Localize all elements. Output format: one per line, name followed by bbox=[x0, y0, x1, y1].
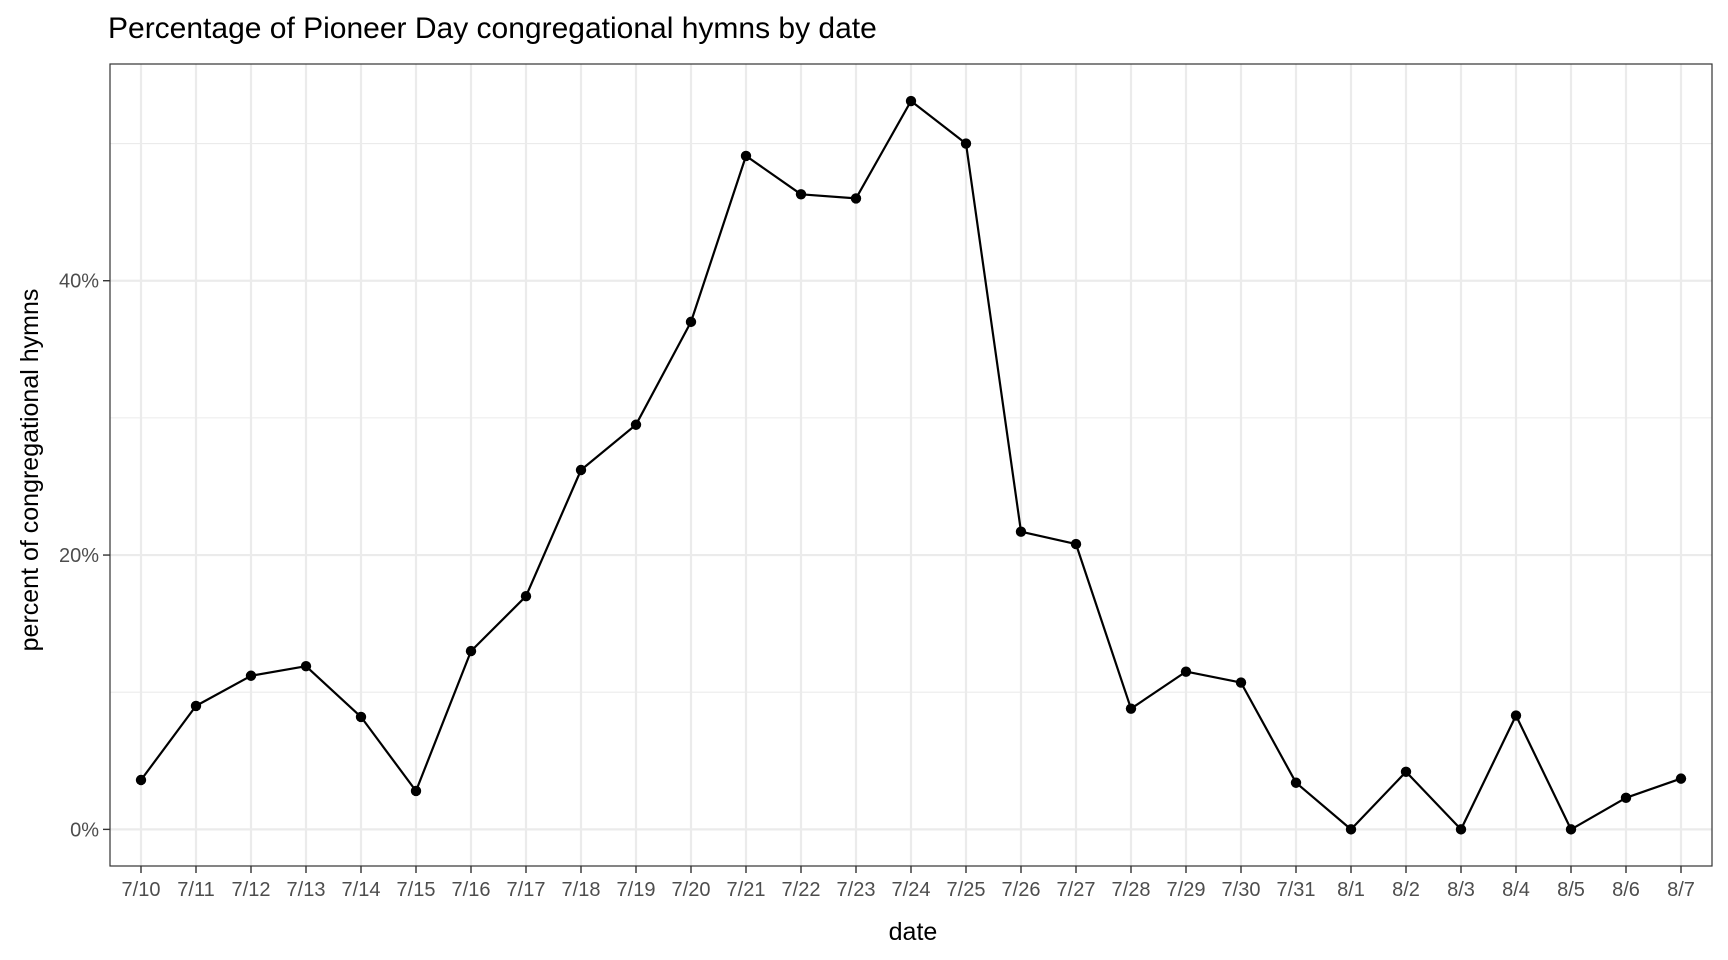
x-tick-label: 7/28 bbox=[1112, 879, 1151, 901]
x-tick-label: 7/19 bbox=[617, 879, 656, 901]
data-point bbox=[190, 700, 202, 712]
data-point bbox=[355, 711, 367, 723]
grid-lines bbox=[110, 64, 1712, 866]
data-point bbox=[1620, 792, 1632, 804]
x-tick-label: 7/30 bbox=[1222, 879, 1261, 901]
data-point bbox=[410, 785, 422, 797]
y-tick-label: 20% bbox=[59, 545, 99, 567]
data-point bbox=[1125, 703, 1137, 714]
data-point bbox=[740, 150, 752, 162]
x-tick-label: 8/4 bbox=[1502, 879, 1530, 901]
data-point bbox=[520, 590, 532, 602]
x-tick-label: 7/22 bbox=[782, 879, 821, 901]
x-tick-label: 7/29 bbox=[1167, 879, 1206, 901]
data-point bbox=[1015, 526, 1027, 537]
x-tick-label: 8/7 bbox=[1667, 879, 1695, 901]
data-point bbox=[575, 464, 587, 476]
chart-title: Percentage of Pioneer Day congregational… bbox=[108, 12, 877, 45]
data-point bbox=[1400, 766, 1412, 777]
x-tick-label: 7/17 bbox=[507, 879, 546, 901]
data-point bbox=[630, 419, 642, 430]
x-tick-label: 8/6 bbox=[1612, 879, 1640, 901]
x-tick-label: 7/13 bbox=[287, 879, 326, 901]
x-tick-label: 7/16 bbox=[452, 879, 491, 901]
data-point bbox=[1565, 824, 1577, 835]
x-tick-label: 7/26 bbox=[1002, 879, 1041, 901]
x-tick-label: 8/1 bbox=[1337, 879, 1365, 901]
x-tick-label: 7/21 bbox=[727, 879, 766, 901]
x-tick-label: 8/3 bbox=[1447, 879, 1475, 901]
data-point bbox=[850, 193, 862, 204]
x-tick-label: 7/20 bbox=[672, 879, 711, 901]
x-tick-label: 7/11 bbox=[177, 879, 214, 901]
x-axis-title: date bbox=[889, 918, 938, 946]
data-point bbox=[685, 316, 697, 328]
data-point bbox=[1345, 824, 1357, 835]
x-tick-label: 7/15 bbox=[397, 879, 436, 901]
x-tick-label: 7/10 bbox=[122, 879, 161, 901]
data-point bbox=[465, 645, 477, 657]
x-tick-label: 8/2 bbox=[1392, 879, 1420, 901]
x-tick-label: 7/18 bbox=[562, 879, 601, 901]
data-point bbox=[1510, 710, 1522, 721]
x-tick-label: 7/12 bbox=[232, 879, 271, 901]
x-tick-label: 7/24 bbox=[892, 879, 931, 901]
data-point bbox=[1290, 777, 1302, 788]
data-point bbox=[1235, 677, 1247, 688]
data-point bbox=[960, 138, 972, 149]
y-tick-label: 0% bbox=[70, 819, 99, 841]
x-tick-label: 7/25 bbox=[947, 879, 986, 901]
x-tick-label: 7/14 bbox=[342, 879, 381, 901]
x-tick-label: 7/27 bbox=[1057, 879, 1096, 901]
y-tick-label: 40% bbox=[59, 271, 99, 293]
x-tick-label: 7/31 bbox=[1277, 879, 1316, 901]
data-point bbox=[300, 660, 312, 672]
x-tick-label: 7/23 bbox=[837, 879, 876, 901]
data-point bbox=[1180, 666, 1192, 677]
y-axis-title: percent of congregational hymns bbox=[16, 289, 44, 652]
data-point bbox=[1070, 538, 1082, 550]
axis-ticks: 0% 20% 40% 7/10 7/11 7/12 7/13 7/14 7/15 7/16 7/17… bbox=[59, 271, 1695, 901]
data-point bbox=[905, 95, 917, 107]
series-layer bbox=[135, 95, 1687, 835]
data-point bbox=[1455, 824, 1467, 835]
data-point bbox=[245, 670, 257, 681]
x-tick-label: 8/5 bbox=[1557, 879, 1585, 901]
data-point bbox=[795, 189, 807, 200]
data-point bbox=[135, 774, 147, 786]
data-point bbox=[1675, 773, 1687, 784]
